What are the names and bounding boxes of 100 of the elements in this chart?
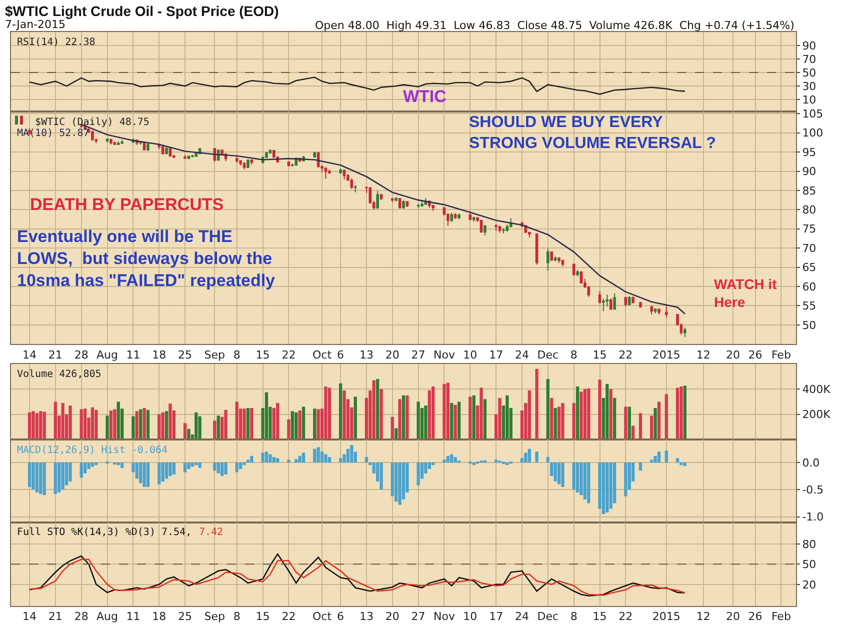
y-tick-label: 90 (802, 165, 816, 178)
y-tick-label: 400K (802, 382, 832, 396)
x-tick-label: 20 (385, 348, 400, 362)
bar (654, 456, 657, 462)
bar (142, 408, 146, 440)
candlestick (613, 292, 616, 310)
bar (557, 462, 561, 484)
candlestick (602, 298, 605, 312)
bar (213, 462, 216, 471)
bar (328, 388, 332, 440)
annotation: SHOULD WE BUY EVERY STRONG VOLUME REVERSAL ? (469, 114, 716, 152)
x-tick-label: Dec (537, 348, 559, 362)
x-tick-label: 8 (570, 610, 578, 624)
bar (190, 462, 194, 467)
bar (290, 411, 294, 440)
bar (376, 378, 380, 440)
bar (316, 409, 320, 440)
x-tick-label: 24 (514, 610, 529, 624)
bar (372, 380, 376, 440)
bar (246, 460, 250, 462)
candlestick (458, 213, 460, 220)
x-tick-label: 11 (126, 348, 140, 362)
x-tick-label: 13 (359, 348, 374, 362)
x-tick-label: 12 (696, 610, 710, 624)
bar (324, 386, 328, 440)
bar (624, 406, 628, 440)
candlestick (165, 146, 168, 154)
bar (550, 398, 554, 440)
candlestick (235, 156, 238, 164)
bar (657, 402, 661, 440)
candlestick (558, 256, 560, 264)
bar (158, 414, 161, 440)
bar (580, 392, 583, 440)
y-tick-label: 90 (802, 39, 816, 52)
bar (664, 394, 668, 440)
bar (498, 398, 502, 440)
bar (380, 462, 383, 490)
x-tick-label: Nov (433, 348, 456, 362)
candlestick (376, 190, 379, 210)
x-tick-label: 15 (592, 610, 607, 624)
candlestick (628, 296, 631, 306)
candlestick (546, 248, 550, 272)
candlestick (380, 193, 383, 200)
bar (120, 462, 124, 468)
candlestick (268, 148, 272, 154)
bar (683, 386, 686, 440)
bar (406, 395, 409, 440)
bar (450, 402, 454, 440)
bar (298, 456, 302, 462)
bar (554, 408, 557, 440)
candlestick (287, 161, 290, 167)
candlestick (106, 138, 109, 143)
bar (587, 388, 590, 440)
x-tick-label: 2015 (652, 348, 680, 362)
bar (235, 402, 238, 440)
bar (454, 404, 457, 440)
bar (39, 462, 42, 494)
candlestick (468, 210, 472, 221)
bar (650, 416, 654, 440)
bar (242, 408, 246, 440)
bar (239, 462, 242, 469)
candlestick (390, 198, 394, 202)
annotation: Open 48.00 High 49.31 Low 46.83 Close 48.75 Volume 426.8K Chg +0.74 (+1.54%) (315, 19, 794, 32)
bar (264, 392, 268, 440)
bar (546, 457, 550, 462)
x-tick-label: 22 (618, 348, 633, 362)
x-tick-label: 26 (748, 348, 762, 362)
bar (54, 402, 58, 440)
bar (287, 460, 290, 462)
bar (528, 448, 531, 462)
x-tick-label: 28 (74, 348, 88, 362)
x-tick-label: 22 (618, 610, 633, 624)
bar (161, 462, 164, 482)
candlestick (406, 200, 409, 208)
candlestick (609, 298, 612, 310)
x-tick-label: Nov (433, 610, 456, 624)
candlestick (639, 301, 642, 308)
bar (135, 411, 138, 440)
bar (316, 447, 320, 462)
bar (338, 458, 342, 462)
bar (194, 412, 198, 440)
bar (216, 416, 220, 440)
bar (612, 398, 616, 440)
candlestick (342, 169, 346, 180)
bar (676, 458, 680, 462)
x-tick-label: 18 (152, 348, 166, 362)
bar (216, 462, 220, 474)
x-tick-label: 20 (726, 348, 740, 362)
candlestick (394, 196, 398, 202)
bar (94, 410, 98, 440)
bar (161, 412, 164, 440)
y-tick-label: 80 (802, 204, 816, 217)
candlestick (194, 152, 198, 158)
chart-title: $WTIC Light Crude Oil - Spot Price (EOD) (5, 3, 279, 19)
candlestick (606, 294, 609, 307)
candlestick (250, 158, 254, 166)
x-tick-label: 25 (178, 348, 192, 362)
bar (494, 460, 498, 462)
text: Full STO %K(14,3) %D(3) 7.54, (17, 527, 192, 538)
bar (457, 402, 461, 440)
